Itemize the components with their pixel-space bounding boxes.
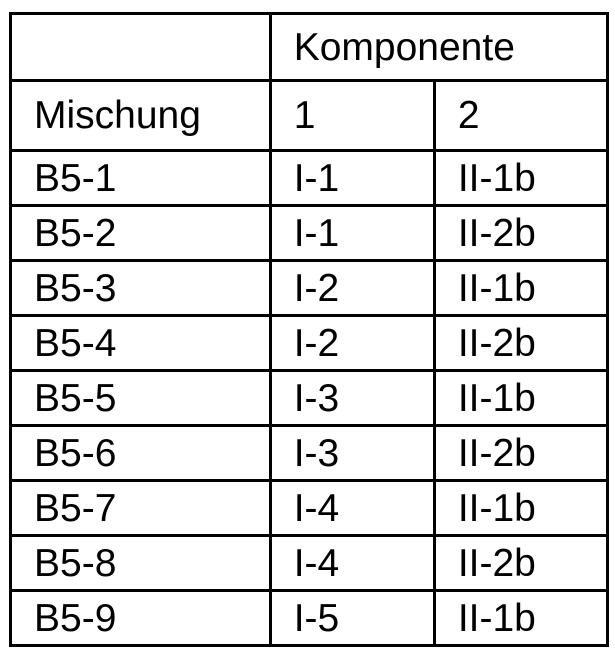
component-2-cell: II-1b bbox=[434, 261, 607, 316]
table-row: B5-8I-4II-2b bbox=[11, 536, 608, 591]
mischung-cell: B5-2 bbox=[11, 206, 271, 261]
table-row: B5-4I-2II-2b bbox=[11, 316, 608, 371]
component-1-cell: I-3 bbox=[270, 426, 434, 481]
component-2-cell: II-2b bbox=[434, 316, 607, 371]
component-2-cell: II-1b bbox=[434, 151, 607, 206]
mixture-table: Komponente Mischung 1 2 B5-1I-1II-1bB5-2… bbox=[9, 12, 609, 647]
empty-header-cell bbox=[11, 14, 271, 81]
table-row: B5-6I-3II-2b bbox=[11, 426, 608, 481]
mischung-cell: B5-3 bbox=[11, 261, 271, 316]
component-2-cell: II-1b bbox=[434, 591, 607, 646]
component-2-cell: II-2b bbox=[434, 426, 607, 481]
mischung-cell: B5-5 bbox=[11, 371, 271, 426]
component-1-cell: I-1 bbox=[270, 151, 434, 206]
mischung-cell: B5-8 bbox=[11, 536, 271, 591]
component-1-cell: I-5 bbox=[270, 591, 434, 646]
component-1-cell: I-3 bbox=[270, 371, 434, 426]
header-component-1: 1 bbox=[270, 81, 434, 151]
header-row: Mischung 1 2 bbox=[11, 81, 608, 151]
table-row: B5-1I-1II-1b bbox=[11, 151, 608, 206]
header-row-group: Komponente bbox=[11, 14, 608, 81]
mischung-cell: B5-9 bbox=[11, 591, 271, 646]
component-2-cell: II-2b bbox=[434, 536, 607, 591]
header-mischung: Mischung bbox=[11, 81, 271, 151]
table-row: B5-3I-2II-1b bbox=[11, 261, 608, 316]
header-component-2: 2 bbox=[434, 81, 607, 151]
mischung-cell: B5-4 bbox=[11, 316, 271, 371]
component-1-cell: I-1 bbox=[270, 206, 434, 261]
table-row: B5-5I-3II-1b bbox=[11, 371, 608, 426]
component-1-cell: I-2 bbox=[270, 316, 434, 371]
mischung-cell: B5-6 bbox=[11, 426, 271, 481]
table-row: B5-7I-4II-1b bbox=[11, 481, 608, 536]
mischung-cell: B5-7 bbox=[11, 481, 271, 536]
component-1-cell: I-4 bbox=[270, 536, 434, 591]
component-1-cell: I-4 bbox=[270, 481, 434, 536]
component-2-cell: II-1b bbox=[434, 371, 607, 426]
component-2-cell: II-1b bbox=[434, 481, 607, 536]
table-row: B5-2I-1II-2b bbox=[11, 206, 608, 261]
mischung-cell: B5-1 bbox=[11, 151, 271, 206]
group-header-komponente: Komponente bbox=[270, 14, 607, 81]
component-1-cell: I-2 bbox=[270, 261, 434, 316]
table-row: B5-9I-5II-1b bbox=[11, 591, 608, 646]
component-2-cell: II-2b bbox=[434, 206, 607, 261]
